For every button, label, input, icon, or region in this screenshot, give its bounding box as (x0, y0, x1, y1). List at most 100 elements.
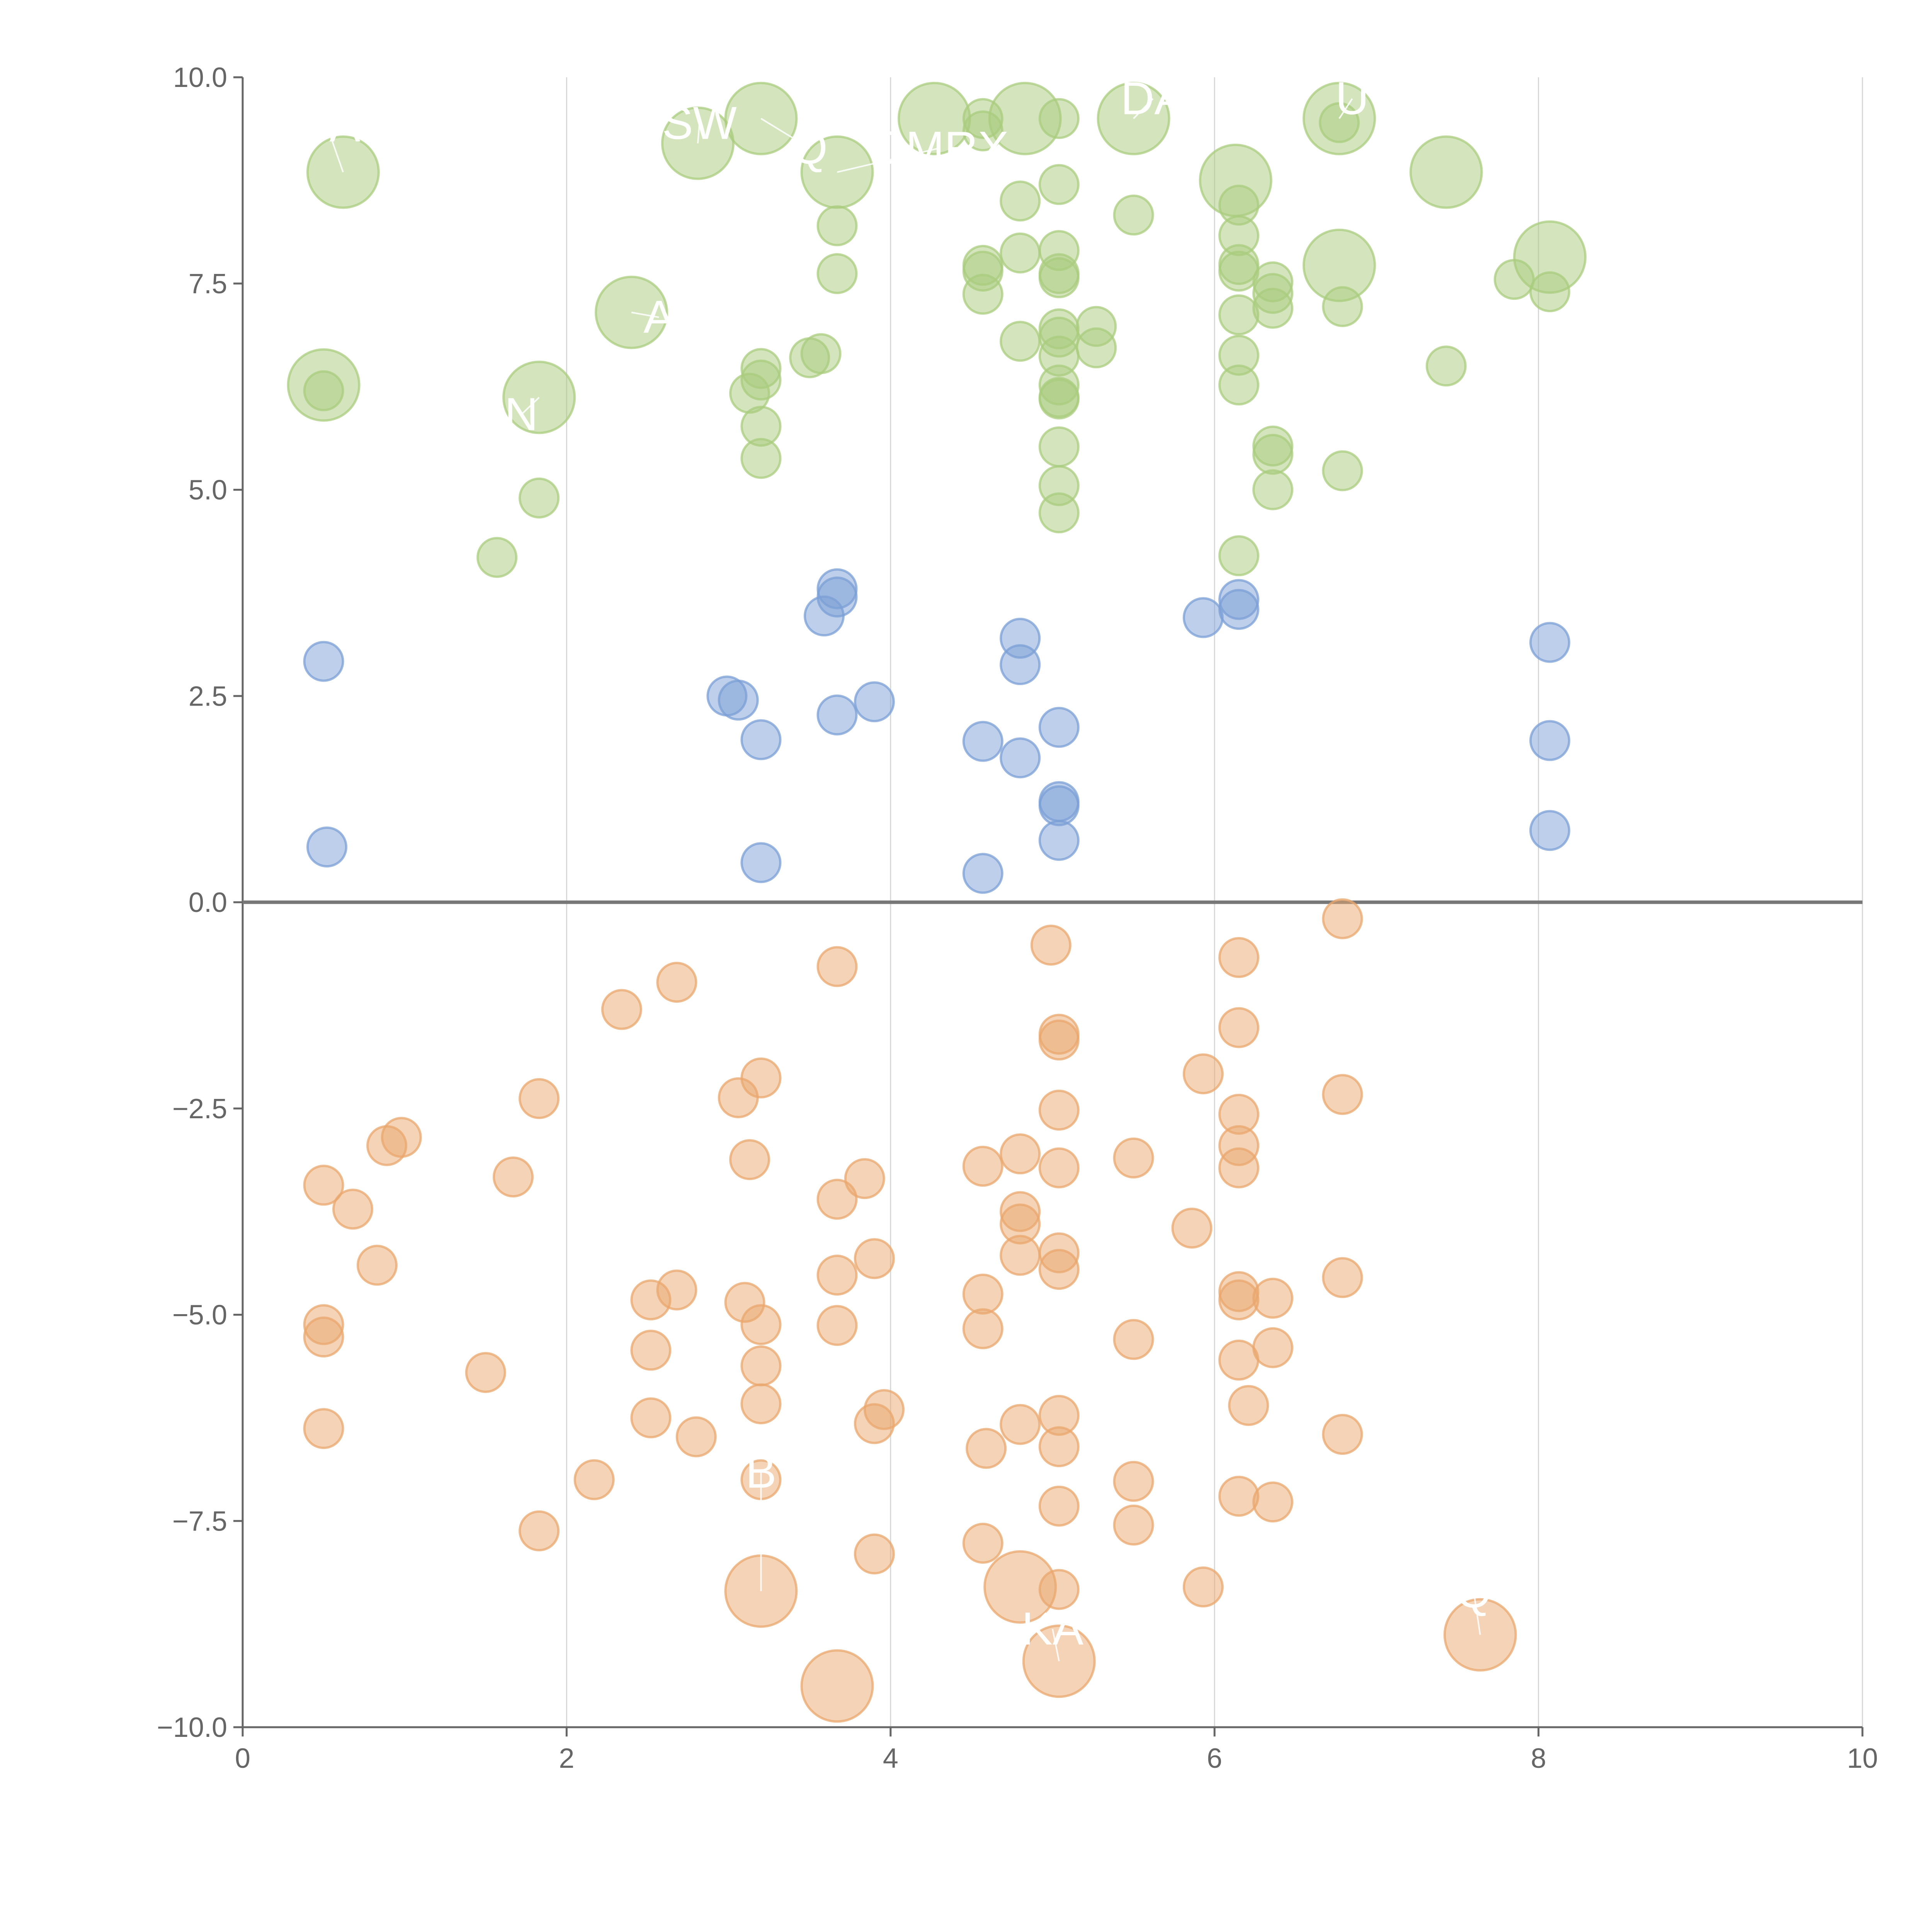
point-green-38 (1252, 287, 1294, 329)
point-orange-75 (573, 1459, 615, 1500)
label-leader-6 (631, 311, 659, 318)
point-green-63 (476, 537, 518, 578)
point-blue-18 (1038, 785, 1080, 827)
label-leader-9 (1052, 1629, 1060, 1662)
point-orange-46 (630, 1279, 672, 1321)
point-orange-84 (854, 1533, 895, 1575)
point-green-20 (816, 253, 858, 294)
point-orange-54 (740, 1304, 782, 1345)
point-green-69 (1252, 469, 1294, 510)
point-orange-31 (303, 1165, 344, 1206)
x-tick-label-0: 0 (235, 1743, 250, 1774)
point-green-17 (1038, 98, 1080, 139)
point-orange-66 (1228, 1385, 1269, 1426)
bubble-label-6: A (643, 291, 674, 343)
point-orange-23 (729, 1139, 770, 1180)
point-blue-14 (1000, 644, 1041, 685)
point-orange-13 (1218, 1007, 1260, 1048)
point-green-52 (740, 438, 782, 479)
x-tick-label-3: 6 (1207, 1743, 1222, 1774)
point-orange-71 (675, 1416, 717, 1458)
point-blue-16 (1038, 707, 1080, 748)
point-blue-0 (303, 641, 344, 682)
point-orange-56 (962, 1308, 1003, 1349)
point-green-60 (1038, 492, 1080, 534)
point-green-34 (1218, 250, 1260, 292)
point-green-70 (1322, 450, 1363, 492)
point-orange-10 (601, 989, 642, 1030)
bubble-label-4: DA (1121, 72, 1185, 124)
point-orange-80 (1038, 1485, 1080, 1527)
point-orange-32 (332, 1189, 374, 1230)
point-green-24 (1113, 194, 1154, 236)
point-blue-23 (1529, 622, 1570, 663)
point-orange-17 (718, 1077, 759, 1118)
label-leader-7 (520, 396, 540, 415)
point-green-41 (1529, 271, 1570, 313)
label-leader-3 (837, 147, 940, 173)
point-orange-79 (1252, 1481, 1294, 1523)
label-leader-5 (1338, 98, 1353, 119)
point-blue-19 (1038, 820, 1080, 861)
point-orange-50 (1218, 1279, 1260, 1321)
point-orange-44 (1322, 1257, 1363, 1298)
point-green-23 (1038, 164, 1080, 205)
point-orange-59 (1252, 1327, 1294, 1368)
bubble-label-9: KA (1022, 1603, 1083, 1655)
point-orange-40 (1000, 1235, 1041, 1276)
point-orange-8 (816, 946, 858, 987)
point-blue-22 (1218, 589, 1260, 630)
point-orange-69 (1000, 1404, 1041, 1445)
point-orange-39 (854, 1238, 895, 1279)
point-orange-42 (1038, 1249, 1080, 1290)
x-tick-label-2: 4 (883, 1743, 898, 1774)
point-orange-65 (854, 1403, 895, 1444)
point-green-54 (800, 333, 842, 374)
point-orange-15 (1322, 1074, 1363, 1115)
point-orange-60 (1218, 1339, 1260, 1381)
point-green-47 (1076, 327, 1117, 369)
point-blue-8 (816, 577, 858, 618)
y-tick-label-6: −5.0 (172, 1300, 227, 1331)
point-orange-51 (1252, 1277, 1294, 1319)
point-green-42 (1000, 321, 1041, 362)
point-green-27 (962, 274, 1003, 315)
point-orange-38 (356, 1245, 398, 1286)
point-orange-53 (303, 1316, 344, 1358)
point-orange-48 (962, 1274, 1003, 1315)
point-orange-3 (800, 1649, 874, 1723)
point-orange-14 (1182, 1053, 1224, 1095)
bubble-label-5: U (1335, 72, 1369, 124)
point-orange-74 (1038, 1426, 1080, 1468)
y-tick-label-7: −7.5 (172, 1506, 227, 1537)
point-orange-55 (816, 1305, 858, 1346)
y-tick-label-5: −2.5 (172, 1094, 227, 1124)
bubble-label-8: B (745, 1446, 776, 1498)
point-orange-63 (740, 1383, 782, 1425)
point-green-22 (1000, 232, 1041, 274)
point-blue-20 (1182, 597, 1224, 638)
point-orange-7 (1030, 925, 1071, 966)
point-orange-9 (656, 962, 697, 1003)
y-tick-label-0: 10.0 (173, 62, 227, 93)
point-orange-43 (816, 1255, 858, 1296)
point-blue-1 (306, 826, 347, 867)
point-layer (287, 82, 1587, 1723)
point-green-40 (1493, 259, 1535, 300)
point-orange-58 (1113, 1319, 1154, 1360)
point-orange-19 (1038, 1090, 1080, 1131)
point-orange-37 (1171, 1208, 1213, 1249)
label-leader-1 (697, 123, 701, 143)
bubble-label-0: OA (293, 100, 360, 151)
point-green-68 (1252, 434, 1294, 475)
point-orange-86 (1182, 1566, 1224, 1608)
point-blue-9 (816, 694, 858, 736)
y-tick-label-2: 5.0 (189, 475, 227, 506)
point-orange-73 (966, 1428, 1007, 1469)
point-green-57 (1038, 378, 1080, 420)
point-green-61 (303, 370, 344, 412)
point-green-71 (1425, 345, 1467, 387)
point-blue-24 (1529, 720, 1570, 761)
point-green-21 (1000, 180, 1041, 222)
